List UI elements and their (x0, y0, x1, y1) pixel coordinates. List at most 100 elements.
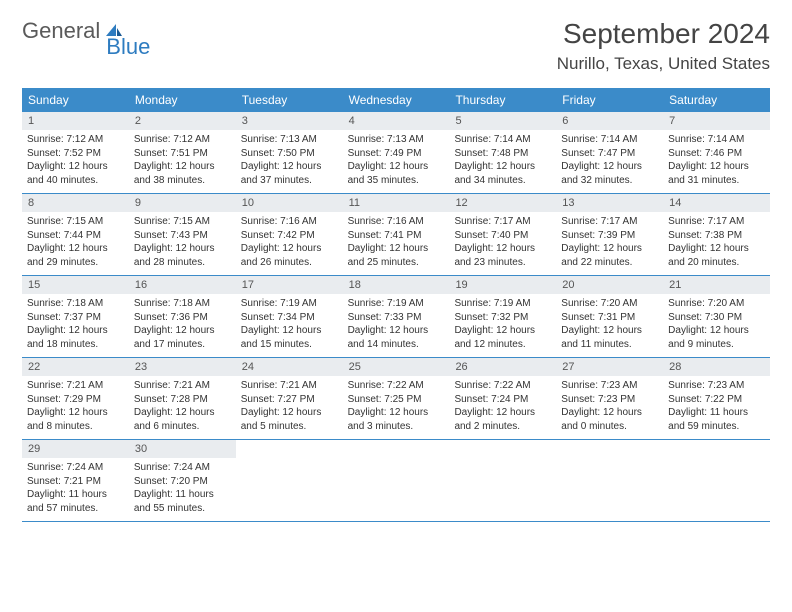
calendar: SundayMondayTuesdayWednesdayThursdayFrid… (22, 88, 770, 522)
day-cell: 20Sunrise: 7:20 AMSunset: 7:31 PMDayligh… (556, 276, 663, 357)
sunrise-text: Sunrise: 7:20 AM (668, 297, 765, 311)
empty-cell (343, 440, 450, 521)
day-number: 16 (129, 276, 236, 294)
sunset-text: Sunset: 7:48 PM (454, 147, 551, 161)
week-row: 29Sunrise: 7:24 AMSunset: 7:21 PMDayligh… (22, 440, 770, 522)
sunset-text: Sunset: 7:44 PM (27, 229, 124, 243)
daylight-text: Daylight: 12 hours and 28 minutes. (134, 242, 231, 269)
day-cell: 11Sunrise: 7:16 AMSunset: 7:41 PMDayligh… (343, 194, 450, 275)
sunset-text: Sunset: 7:31 PM (561, 311, 658, 325)
day-info: Sunrise: 7:14 AMSunset: 7:46 PMDaylight:… (663, 130, 770, 187)
daylight-text: Daylight: 12 hours and 11 minutes. (561, 324, 658, 351)
day-cell: 5Sunrise: 7:14 AMSunset: 7:48 PMDaylight… (449, 112, 556, 193)
sunset-text: Sunset: 7:40 PM (454, 229, 551, 243)
week-row: 8Sunrise: 7:15 AMSunset: 7:44 PMDaylight… (22, 194, 770, 276)
daylight-text: Daylight: 12 hours and 32 minutes. (561, 160, 658, 187)
day-number: 25 (343, 358, 450, 376)
daylight-text: Daylight: 12 hours and 5 minutes. (241, 406, 338, 433)
sunset-text: Sunset: 7:51 PM (134, 147, 231, 161)
day-number: 26 (449, 358, 556, 376)
day-cell: 27Sunrise: 7:23 AMSunset: 7:23 PMDayligh… (556, 358, 663, 439)
day-number: 6 (556, 112, 663, 130)
day-cell: 8Sunrise: 7:15 AMSunset: 7:44 PMDaylight… (22, 194, 129, 275)
sunset-text: Sunset: 7:38 PM (668, 229, 765, 243)
day-info: Sunrise: 7:17 AMSunset: 7:39 PMDaylight:… (556, 212, 663, 269)
sunrise-text: Sunrise: 7:19 AM (454, 297, 551, 311)
sunrise-text: Sunrise: 7:19 AM (348, 297, 445, 311)
day-info: Sunrise: 7:21 AMSunset: 7:29 PMDaylight:… (22, 376, 129, 433)
day-info: Sunrise: 7:24 AMSunset: 7:21 PMDaylight:… (22, 458, 129, 515)
day-header-wednesday: Wednesday (343, 88, 450, 112)
sunset-text: Sunset: 7:37 PM (27, 311, 124, 325)
logo-word-1: General (22, 18, 100, 44)
day-info: Sunrise: 7:16 AMSunset: 7:41 PMDaylight:… (343, 212, 450, 269)
day-info: Sunrise: 7:18 AMSunset: 7:36 PMDaylight:… (129, 294, 236, 351)
daylight-text: Daylight: 12 hours and 31 minutes. (668, 160, 765, 187)
sunset-text: Sunset: 7:52 PM (27, 147, 124, 161)
day-cell: 14Sunrise: 7:17 AMSunset: 7:38 PMDayligh… (663, 194, 770, 275)
week-row: 22Sunrise: 7:21 AMSunset: 7:29 PMDayligh… (22, 358, 770, 440)
sunset-text: Sunset: 7:34 PM (241, 311, 338, 325)
sunrise-text: Sunrise: 7:22 AM (348, 379, 445, 393)
sunrise-text: Sunrise: 7:21 AM (134, 379, 231, 393)
day-info: Sunrise: 7:21 AMSunset: 7:28 PMDaylight:… (129, 376, 236, 433)
day-cell: 21Sunrise: 7:20 AMSunset: 7:30 PMDayligh… (663, 276, 770, 357)
empty-cell (236, 440, 343, 521)
sunrise-text: Sunrise: 7:18 AM (134, 297, 231, 311)
daylight-text: Daylight: 12 hours and 38 minutes. (134, 160, 231, 187)
day-info: Sunrise: 7:13 AMSunset: 7:49 PMDaylight:… (343, 130, 450, 187)
day-info: Sunrise: 7:14 AMSunset: 7:47 PMDaylight:… (556, 130, 663, 187)
day-cell: 15 Sunrise: 7:18 AMSunset: 7:37 PMDayligh… (22, 276, 129, 357)
day-info: Sunrise: 7:19 AMSunset: 7:34 PMDaylight:… (236, 294, 343, 351)
sunset-text: Sunset: 7:46 PM (668, 147, 765, 161)
sunrise-text: Sunrise: 7:20 AM (561, 297, 658, 311)
day-number: 11 (343, 194, 450, 212)
day-info: Sunrise: 7:15 AMSunset: 7:43 PMDaylight:… (129, 212, 236, 269)
daylight-text: Daylight: 12 hours and 37 minutes. (241, 160, 338, 187)
day-cell: 3Sunrise: 7:13 AMSunset: 7:50 PMDaylight… (236, 112, 343, 193)
day-number: 15 (22, 276, 129, 294)
day-info: Sunrise: 7:22 AMSunset: 7:24 PMDaylight:… (449, 376, 556, 433)
day-cell: 24Sunrise: 7:21 AMSunset: 7:27 PMDayligh… (236, 358, 343, 439)
daylight-text: Daylight: 12 hours and 18 minutes. (27, 324, 124, 351)
sunrise-text: Sunrise: 7:19 AM (241, 297, 338, 311)
daylight-text: Daylight: 12 hours and 29 minutes. (27, 242, 124, 269)
day-info: Sunrise: 7:23 AMSunset: 7:23 PMDaylight:… (556, 376, 663, 433)
day-cell: 18Sunrise: 7:19 AMSunset: 7:33 PMDayligh… (343, 276, 450, 357)
day-cell: 29Sunrise: 7:24 AMSunset: 7:21 PMDayligh… (22, 440, 129, 521)
day-header-thursday: Thursday (449, 88, 556, 112)
daylight-text: Daylight: 12 hours and 25 minutes. (348, 242, 445, 269)
sunrise-text: Sunrise: 7:14 AM (668, 133, 765, 147)
sunrise-text: Sunrise: 7:15 AM (27, 215, 124, 229)
sunrise-text: Sunrise: 7:23 AM (561, 379, 658, 393)
day-number: 5 (449, 112, 556, 130)
day-info: Sunrise: 7:20 AMSunset: 7:31 PMDaylight:… (556, 294, 663, 351)
sunset-text: Sunset: 7:28 PM (134, 393, 231, 407)
sunrise-text: Sunrise: 7:15 AM (134, 215, 231, 229)
daylight-text: Daylight: 12 hours and 15 minutes. (241, 324, 338, 351)
sunrise-text: Sunrise: 7:21 AM (241, 379, 338, 393)
sunrise-text: Sunrise: 7:18 AM (27, 297, 124, 311)
sunset-text: Sunset: 7:50 PM (241, 147, 338, 161)
day-header-friday: Friday (556, 88, 663, 112)
sunset-text: Sunset: 7:21 PM (27, 475, 124, 489)
day-cell: 17Sunrise: 7:19 AMSunset: 7:34 PMDayligh… (236, 276, 343, 357)
sunrise-text: Sunrise: 7:24 AM (134, 461, 231, 475)
sunrise-text: Sunrise: 7:24 AM (27, 461, 124, 475)
day-cell: 12Sunrise: 7:17 AMSunset: 7:40 PMDayligh… (449, 194, 556, 275)
empty-cell (663, 440, 770, 521)
empty-cell (556, 440, 663, 521)
sunrise-text: Sunrise: 7:12 AM (134, 133, 231, 147)
day-info: Sunrise: 7:12 AMSunset: 7:52 PMDaylight:… (22, 130, 129, 187)
sunrise-text: Sunrise: 7:22 AM (454, 379, 551, 393)
sunset-text: Sunset: 7:47 PM (561, 147, 658, 161)
day-number: 22 (22, 358, 129, 376)
sunset-text: Sunset: 7:29 PM (27, 393, 124, 407)
day-number: 7 (663, 112, 770, 130)
day-number: 24 (236, 358, 343, 376)
day-cell: 4Sunrise: 7:13 AMSunset: 7:49 PMDaylight… (343, 112, 450, 193)
sunset-text: Sunset: 7:32 PM (454, 311, 551, 325)
sunrise-text: Sunrise: 7:12 AM (27, 133, 124, 147)
sunset-text: Sunset: 7:20 PM (134, 475, 231, 489)
day-cell: 1Sunrise: 7:12 AMSunset: 7:52 PMDaylight… (22, 112, 129, 193)
